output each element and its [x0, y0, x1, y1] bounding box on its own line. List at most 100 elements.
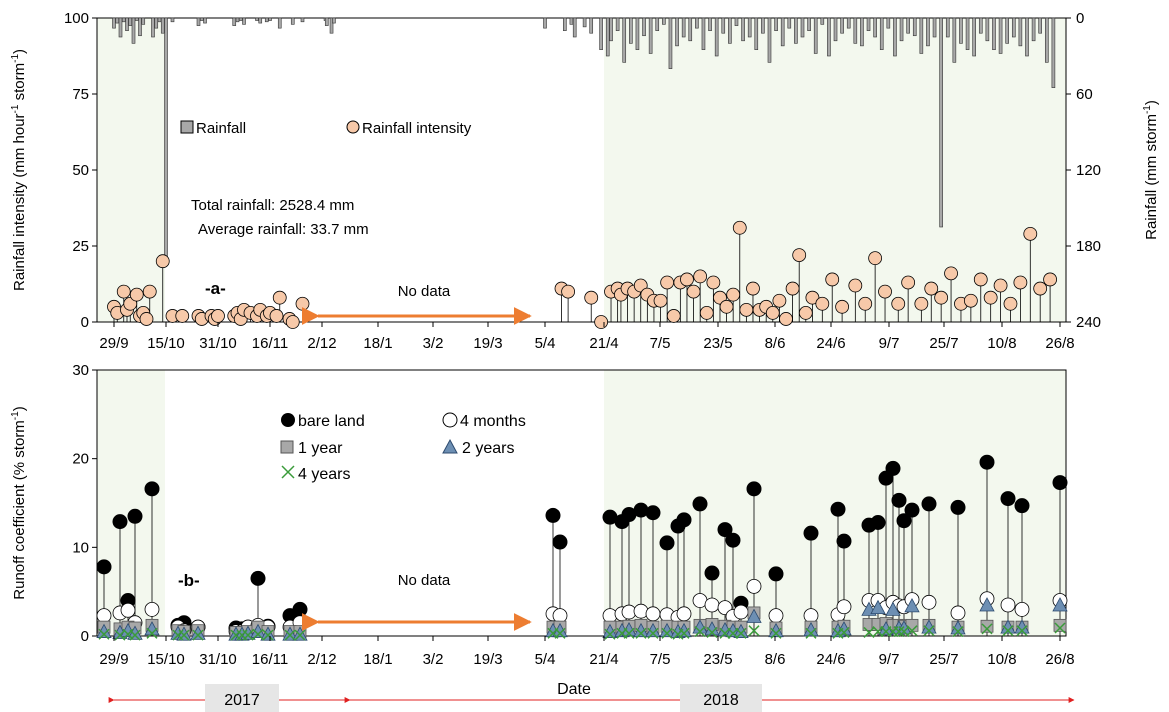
four-years-point: [952, 626, 964, 638]
rainfall-bar: [203, 17, 207, 24]
rainfall-bar: [734, 17, 739, 26]
four-years-point: [770, 627, 782, 639]
b-xtick-label: 18/1: [363, 651, 392, 668]
average-rainfall-annotation: Average rainfall: 33.7 mm: [198, 221, 369, 238]
year-label-2017: 2017: [224, 692, 260, 709]
shade-region: [97, 18, 165, 322]
intensity-point: [772, 293, 787, 308]
intensity-point: [848, 278, 863, 293]
rainfall-bar: [141, 17, 146, 25]
intensity-point: [269, 309, 284, 323]
a-y2tick-label: 0: [1076, 10, 1084, 27]
a-y2tick-label: 180: [1076, 238, 1101, 255]
legend-label-bare-land: bare land: [298, 413, 365, 430]
four-months-point: [733, 604, 749, 620]
rainfall-bar: [1038, 17, 1042, 34]
bare-land-point: [704, 565, 720, 581]
bare-land-point: [552, 534, 568, 550]
intensity-point: [1033, 281, 1048, 296]
rainfall-bar: [255, 17, 259, 21]
b-xtick-label: 23/5: [703, 651, 732, 668]
rainfall-bar: [112, 17, 116, 29]
rainfall-bar: [648, 17, 653, 54]
four-years-point: [146, 627, 158, 639]
rainfall-bar: [609, 17, 613, 42]
four-months-point: [1000, 597, 1016, 613]
b-xtick-label: 21/4: [589, 651, 618, 668]
rainfall-bar: [787, 17, 792, 29]
rainfall-bar: [926, 17, 930, 47]
rainfall-bar: [912, 17, 917, 37]
rainfall-bars: [112, 17, 1056, 259]
rainfall-bar: [932, 17, 937, 38]
rainfall-bar: [728, 17, 732, 44]
bare-land-point: [112, 514, 128, 530]
four-months-point: [633, 603, 649, 619]
intensity-point: [983, 290, 998, 305]
rainfall-bar: [242, 17, 246, 25]
four-months-point: [704, 597, 720, 613]
four-years-point: [178, 629, 190, 641]
bare-land-point: [885, 460, 901, 476]
intensity-point: [584, 290, 599, 305]
rainfall-bar: [264, 17, 269, 23]
rainfall-bar: [635, 17, 640, 50]
legend-marker-intensity: [346, 120, 360, 134]
intensity-point: [680, 272, 694, 287]
intensity-point: [825, 272, 840, 287]
four-years-point: [719, 627, 731, 639]
a-ytick-label: 50: [72, 162, 89, 179]
rainfall-bar: [125, 17, 129, 31]
rainfall-bar: [134, 17, 139, 21]
rainfall-bar: [277, 17, 282, 29]
intensity-point: [914, 296, 929, 311]
rainfall-bar: [939, 17, 943, 228]
rainfall-bar: [157, 17, 162, 23]
rainfall-bar: [833, 17, 838, 42]
bare-land-point: [896, 513, 912, 529]
b-ytick-label: 10: [72, 539, 89, 556]
a-ytick-label: 100: [64, 10, 89, 27]
four-months-point: [950, 605, 966, 621]
rainfall-bar: [695, 17, 699, 29]
total-rainfall-annotation: Total rainfall: 2528.4 mm: [191, 197, 354, 214]
bare-land-point: [725, 532, 741, 548]
rainfall-bar: [978, 17, 983, 34]
four-months-point: [836, 599, 852, 615]
four-years-point: [294, 629, 306, 641]
intensity-point: [139, 312, 154, 326]
b-xtick-label: 10/8: [987, 651, 1016, 668]
two-years-point: [692, 619, 708, 634]
rainfall-bar: [747, 17, 752, 38]
four-years-point: [647, 627, 659, 639]
b-xtick-label: 19/3: [473, 651, 502, 668]
four-years-point: [661, 627, 673, 639]
intensity-point: [686, 284, 701, 299]
legend-marker-rainfall: [180, 120, 194, 134]
rainfall-bar: [131, 17, 136, 44]
intensity-point: [295, 296, 310, 311]
intensity-point: [858, 296, 873, 311]
four-years-point: [1016, 625, 1028, 637]
two-years-point: [979, 597, 995, 612]
bare-land-point: [96, 559, 112, 575]
bare-land-point: [127, 508, 143, 524]
four-months-point: [746, 578, 762, 594]
rainfall-bar: [827, 17, 831, 57]
rainfall-bar: [563, 17, 567, 31]
intensity-point: [835, 299, 850, 314]
legend-marker-1-year: [280, 440, 294, 454]
b-ytick-label: 0: [81, 628, 89, 645]
intensity-point: [785, 281, 800, 296]
rainfall-bar: [238, 17, 243, 21]
rainfall-bar: [642, 17, 646, 37]
rainfall-bar: [886, 17, 891, 29]
rainfall-bar: [154, 17, 159, 29]
rainfall-bar: [721, 17, 726, 34]
a-xtick-label: 24/6: [816, 335, 845, 352]
rainfall-bar: [708, 17, 712, 31]
rainfall-bar: [1005, 17, 1009, 44]
rainfall-bar: [965, 17, 970, 50]
rainfall-panel: 0 25 50 75 100 240 180 120 60 0 -a- Rainfall int…: [10, 10, 1160, 331]
